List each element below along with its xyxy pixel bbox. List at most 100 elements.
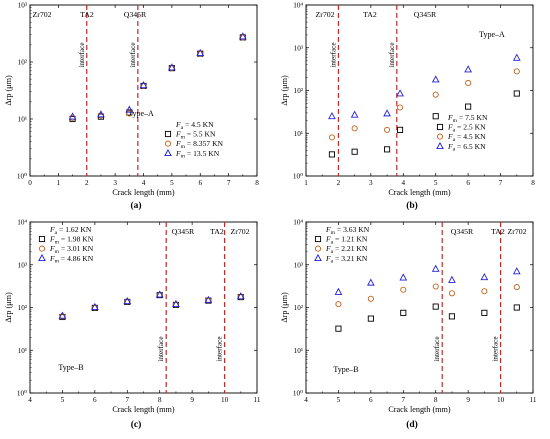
region-label-q345r: Q345R: [451, 227, 474, 236]
y-tick-label: 10³: [18, 2, 28, 10]
data-point-square: [367, 315, 374, 322]
data-point-triangle: [164, 148, 172, 157]
chart-panel-4: 4 5 6 7 8 9 10 11 10⁰ 10¹ 10² 10³ 10⁴ Crack length (m…: [280, 219, 537, 431]
data-point-triangle: [204, 295, 213, 303]
x-tick-label: 8: [434, 396, 438, 404]
x-tick-label: 7: [227, 179, 231, 187]
data-point-square: [164, 130, 172, 138]
legend-entry: Fm = 5.5 KN: [175, 130, 216, 141]
interface-label: interface: [433, 336, 441, 361]
legend-entry: Fa = 6.5 KN: [447, 142, 486, 153]
data-point-triangle: [383, 109, 391, 117]
interface-label: interface: [216, 336, 224, 361]
data-point-triangle: [431, 75, 440, 83]
region-label-zr702: Zr702: [32, 10, 51, 19]
data-point-triangle: [125, 105, 134, 113]
region-label-q345r: Q345R: [414, 10, 437, 19]
x-tick-label: 7: [125, 396, 129, 404]
data-point-circle: [197, 50, 204, 57]
plot-frame: [29, 4, 258, 177]
data-point-triangle: [464, 65, 472, 73]
series-triangle: [68, 32, 247, 120]
data-point-circle: [351, 125, 358, 132]
x-tick-label: 11: [530, 396, 537, 404]
data-point-triangle: [172, 299, 180, 307]
data-point-circle: [172, 301, 179, 308]
x-tick-label: 4: [142, 179, 146, 187]
chart-panel-2: 1 2 3 4 5 6 7 8 10⁰ 10¹ 10² 10³ 10⁴ Crack length (mm)…: [280, 2, 535, 212]
legend-entry: Fm = 1.98 KN: [49, 235, 94, 246]
panel-label: (a): [130, 200, 141, 211]
x-tick-label: 2: [85, 179, 89, 187]
x-tick-label: 4: [401, 179, 405, 187]
x-tick-label: 8: [255, 179, 259, 187]
x-tick-label: 1: [57, 179, 61, 187]
legend-entry: Fm = 13.5 KN: [175, 149, 220, 160]
y-tick-label: 10³: [294, 261, 304, 269]
legend-entry: Fa = 1.21 KN: [325, 235, 368, 246]
data-point-triangle: [139, 81, 148, 89]
y-tick-label: 10⁰: [17, 173, 27, 181]
data-point-triangle: [431, 264, 440, 272]
interface-label: interface: [388, 42, 396, 67]
panel-label: (b): [406, 200, 418, 211]
x-tick-label: 5: [434, 179, 438, 187]
legend-entry: Fa = 2.21 KN: [325, 244, 368, 255]
interface-label: interface: [129, 42, 137, 67]
y-tick-label: 10⁰: [17, 390, 27, 398]
data-point-square: [432, 303, 439, 310]
data-point-square: [465, 103, 472, 110]
region-label-ta2: TA2: [210, 227, 224, 236]
y-tick-label: 10⁰: [293, 173, 303, 181]
x-tick-label: 2: [337, 179, 341, 187]
data-point-circle: [384, 126, 391, 133]
data-point-triangle: [155, 290, 164, 298]
data-point-circle: [465, 79, 472, 87]
x-tick-label: 11: [254, 396, 261, 404]
data-point-square: [38, 235, 46, 243]
x-tick-label: 0: [28, 179, 32, 187]
x-tick-label: 6: [198, 179, 202, 187]
x-tick-label: 8: [158, 396, 162, 404]
data-point-triangle: [38, 253, 46, 262]
type-annotation: Type–B: [58, 363, 83, 372]
y-tick-label: 10²: [18, 304, 27, 312]
y-tick-label: 10¹: [18, 347, 27, 355]
legend-entry: Fa = 4.5 KN: [447, 132, 486, 143]
x-tick-label: 5: [170, 179, 174, 187]
data-point-square: [432, 113, 439, 120]
data-point-circle: [314, 245, 322, 252]
x-tick-label: 10: [497, 396, 505, 404]
y-tick-label: 10²: [18, 59, 27, 67]
data-point-triangle: [68, 112, 77, 120]
x-tick-label: 6: [369, 396, 373, 404]
legend-entry: Fm = 4.86 KN: [49, 254, 94, 265]
region-label-q345r: Q345R: [124, 10, 147, 19]
data-point-circle: [91, 304, 98, 311]
y-tick-label: 10²: [294, 304, 303, 312]
type-annotation: Type–B: [333, 365, 358, 374]
data-point-circle: [335, 301, 342, 308]
x-tick-label: 3: [369, 179, 373, 187]
x-tick-label: 4: [28, 396, 32, 404]
data-point-triangle: [512, 53, 521, 61]
data-point-circle: [481, 288, 488, 295]
data-point-triangle: [238, 32, 247, 40]
region-label-zr702: Zr702: [315, 10, 334, 19]
y-tick-label: 10³: [18, 261, 28, 269]
legend-entry: Fa = 1.62 KN: [49, 225, 92, 236]
y-tick-label: 10⁴: [293, 219, 303, 227]
chart-panel-1: 0 1 2 3 4 5 6 7 8 10⁰ 10¹ 10² 10³ Crack length (mm) Δr…: [4, 2, 259, 212]
x-tick-label: 6: [466, 179, 470, 187]
data-point-triangle: [480, 273, 489, 281]
legend-entry: Fa = 3.21 KN: [325, 254, 368, 265]
x-tick-label: 7: [401, 396, 405, 404]
data-point-circle: [367, 295, 374, 302]
legend-entry: Fm = 3.63 KN: [325, 225, 370, 236]
y-tick-label: 10²: [294, 87, 303, 95]
series-square: [328, 90, 520, 158]
x-axis-label: Crack length (mm): [388, 188, 451, 197]
region-label-ta2: TA2: [80, 10, 94, 19]
interface-label: interface: [329, 42, 337, 67]
x-tick-label: 3: [113, 179, 117, 187]
